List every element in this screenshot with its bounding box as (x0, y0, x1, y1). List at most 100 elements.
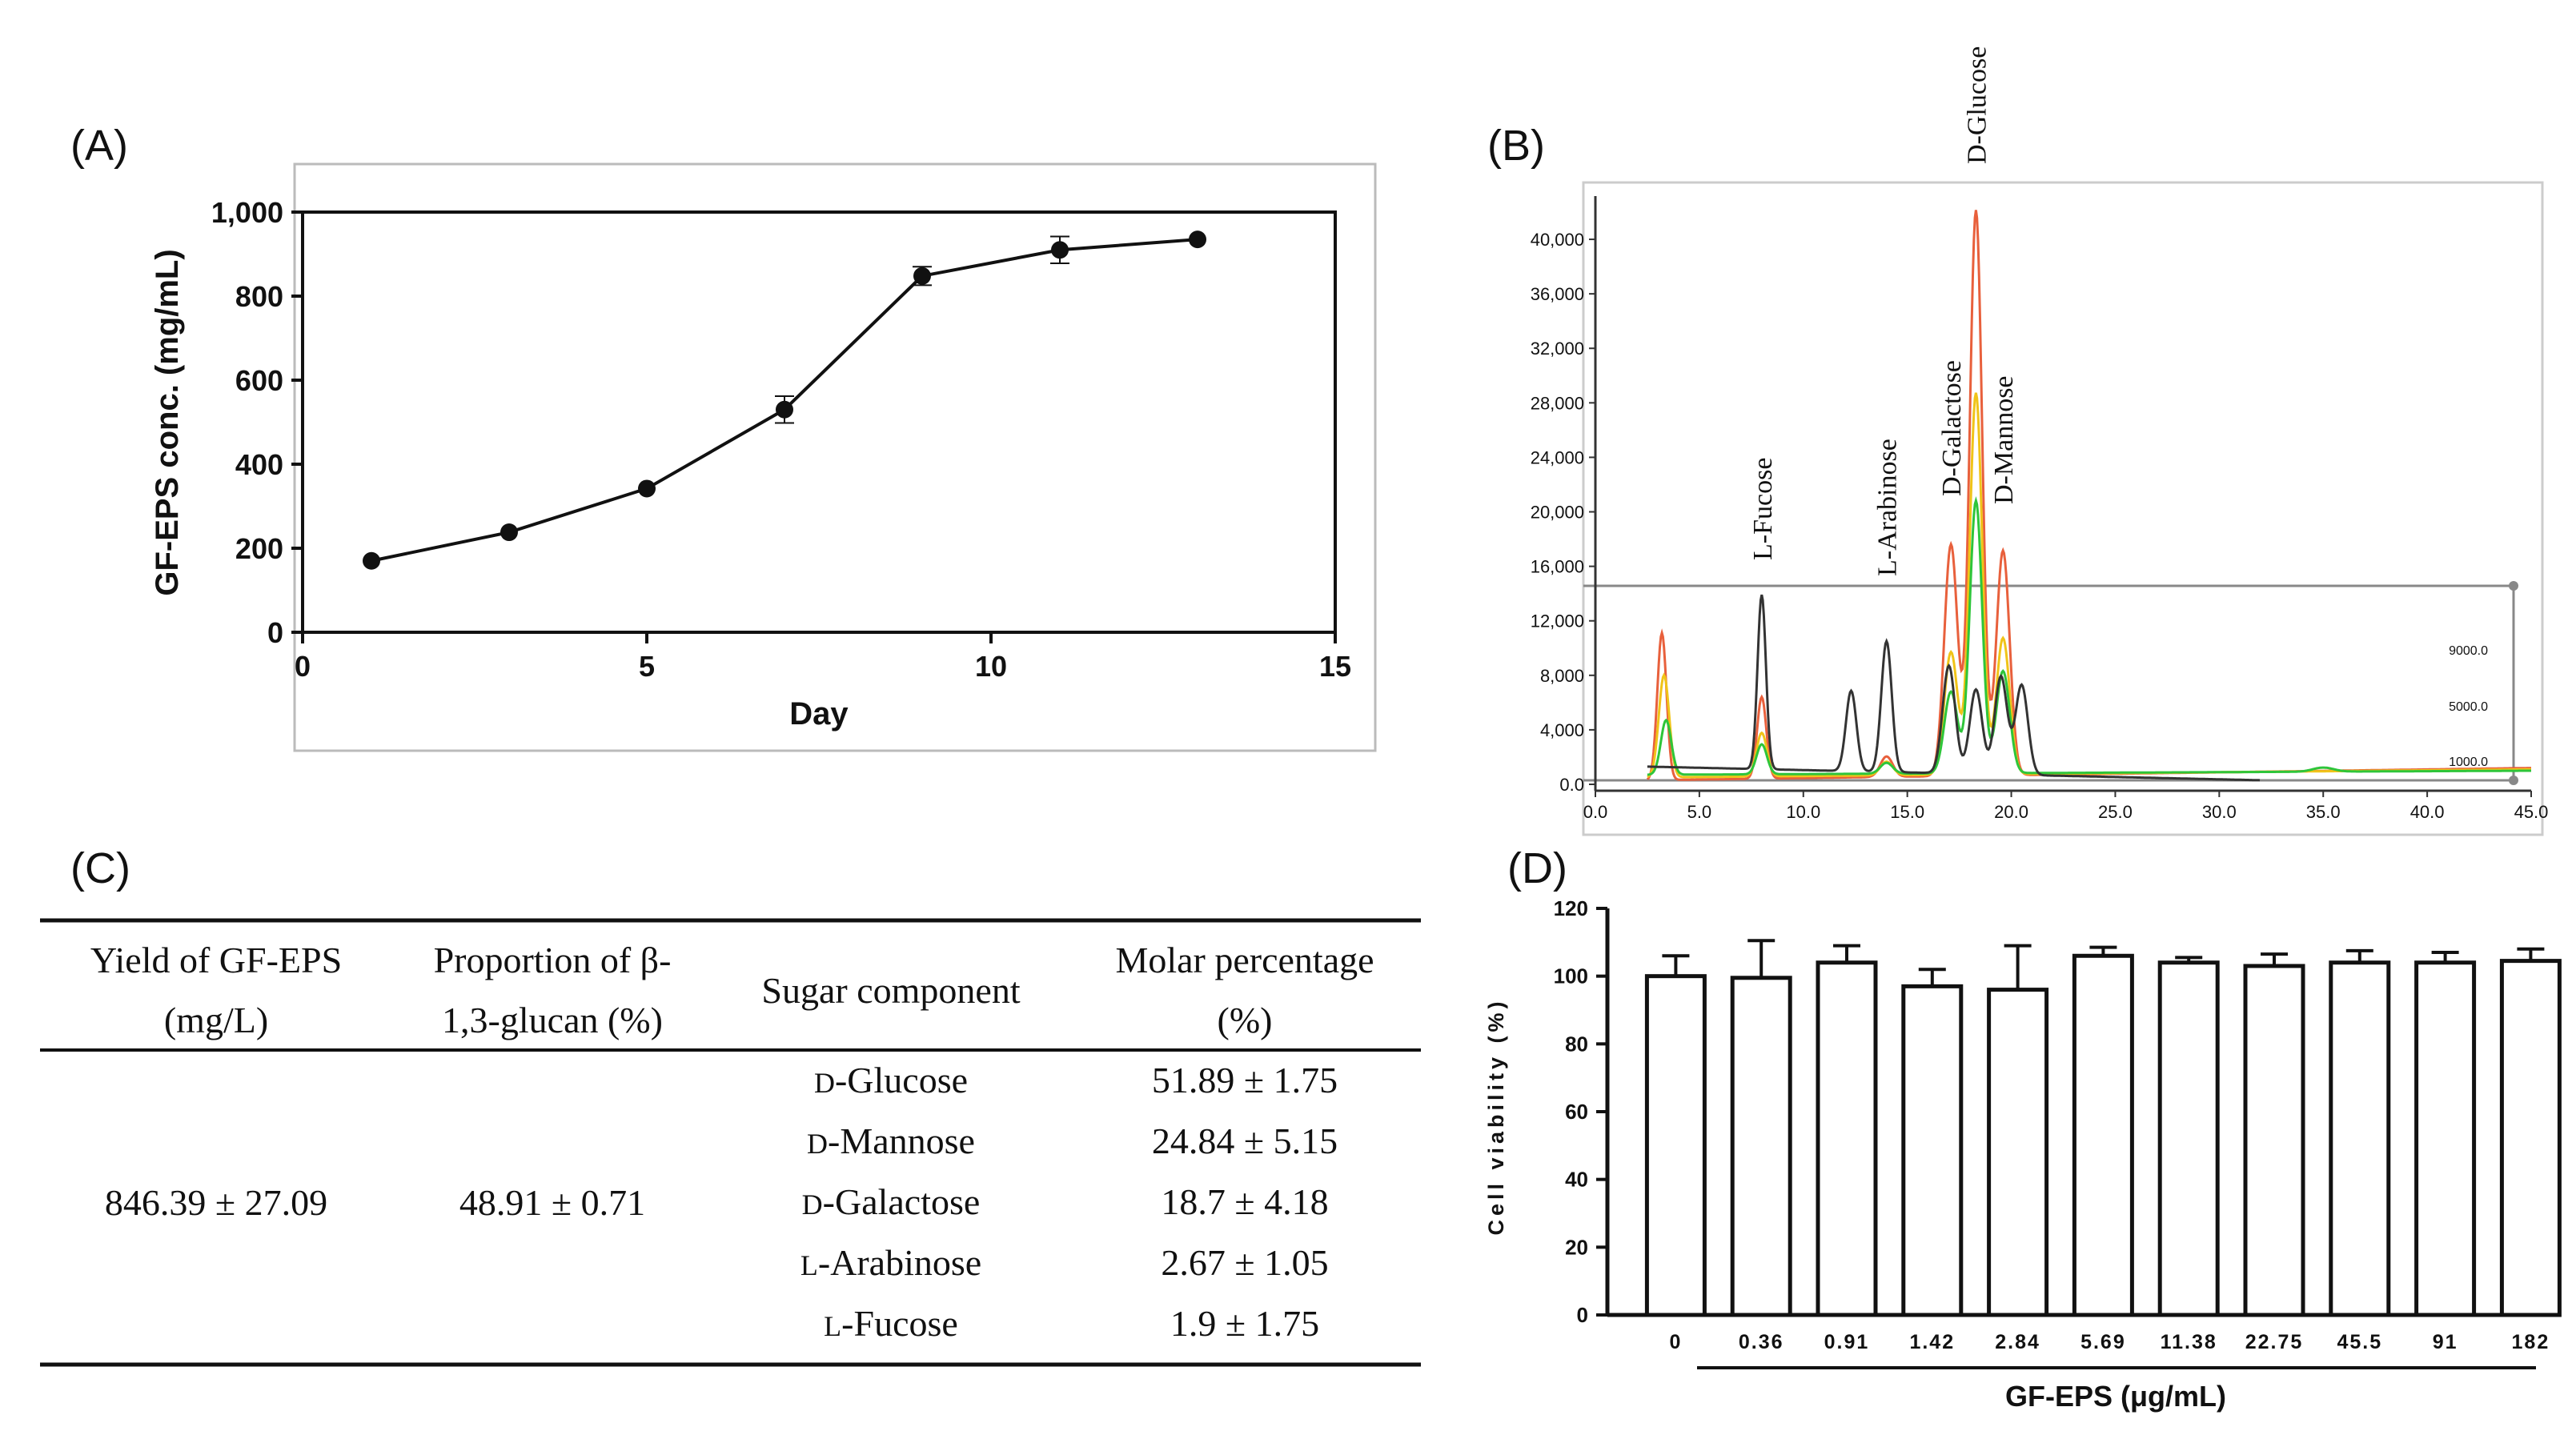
yield-value: 846.39 ± 27.09 (105, 1182, 327, 1223)
chart-a-ytick-label: 200 (235, 532, 283, 565)
chart-a-point (1051, 241, 1069, 259)
chart-b-xtick-label: 15.0 (1890, 802, 1924, 822)
chart-b-ytick-label: 32,000 (1531, 339, 1584, 359)
molar-percentage-value: 51.89 ± 1.75 (1152, 1060, 1338, 1100)
molar-percentage-value: 18.7 ± 4.18 (1161, 1181, 1328, 1222)
sugar-name: D-Galactose (802, 1181, 981, 1222)
overlay-scale-label: 5000.0 (2449, 700, 2488, 714)
proportion-value: 48.91 ± 0.71 (459, 1182, 645, 1223)
molar-percentage-value: 1.9 ± 1.75 (1170, 1303, 1319, 1344)
header-sugar-component: Sugar component (761, 970, 1020, 1011)
chart-d-xlabel: GF-EPS (μg/mL) (2005, 1380, 2226, 1413)
chart-b-ytick-label: 36,000 (1531, 284, 1584, 304)
chart-a-ytick-label: 800 (235, 280, 283, 313)
chart-a-point (1189, 230, 1206, 249)
chart-b-xtick-label: 45.0 (2514, 802, 2549, 822)
chart-a-xtick-label: 10 (975, 650, 1007, 683)
chart-d-ytick-label: 20 (1565, 1235, 1588, 1259)
sugar-name: D-Glucose (814, 1060, 968, 1100)
chart-d-ytick-label: 100 (1554, 964, 1588, 988)
chart-b-ytick-label: 8,000 (1540, 666, 1584, 686)
chart-d-xtick-label: 22.75 (2245, 1331, 2304, 1353)
sugar-name: L-Fucose (824, 1303, 958, 1344)
chart-a-xtick-label: 0 (295, 650, 311, 683)
chart-b: 0.0 4,000 8,000 12,000 16,000 20,000 24,000 28,… (1531, 46, 2549, 836)
chart-d-xtick-label: 2.84 (1995, 1331, 2040, 1353)
header-proportion-line2: 1,3-glucan (%) (442, 1000, 663, 1040)
chart-d-bar (1644, 974, 1707, 1317)
peak-label: L-Fucose (1748, 458, 1778, 560)
peak-label: L-Arabinose (1873, 439, 1903, 576)
sugar-name: D-Mannose (807, 1120, 975, 1161)
panel-label-d: (D) (1507, 844, 1567, 892)
chart-d-xtick-label: 0.36 (1739, 1331, 1784, 1353)
chart-a-ylabel: GF-EPS conc. (mg/mL) (150, 249, 185, 595)
chart-b-ytick-label: 16,000 (1531, 557, 1584, 577)
chart-b-frame (1582, 181, 2544, 836)
chart-a: 0 200 400 600 800 1,000 0 5 10 15 Day GF-EPS conc… (150, 162, 1377, 752)
panel-label-b: (B) (1487, 122, 1545, 170)
chart-d-bar (2329, 960, 2391, 1317)
chart-d-bar (2414, 960, 2477, 1317)
chart-d-bar (2499, 959, 2562, 1317)
chart-b-ytick-label: 12,000 (1531, 611, 1584, 631)
chart-d-xtick-label: 182 (2512, 1331, 2550, 1353)
molar-percentage-value: 24.84 ± 5.15 (1152, 1120, 1338, 1161)
chart-d: 0 20 40 60 80 100 120 0 0.36 0.91 1.42 2.84 5.69 11.… (1484, 896, 2562, 1413)
chart-d-bar (1816, 960, 1878, 1317)
header-proportion-line1: Proportion of β- (434, 940, 672, 980)
chart-d-bar (1987, 988, 2049, 1317)
chart-d-bar (2072, 953, 2134, 1317)
chart-a-frame (293, 162, 1377, 752)
chart-d-ylabel: Cell viability (%) (1484, 997, 1508, 1235)
header-yield-line1: Yield of GF-EPS (90, 940, 342, 980)
chromatogram-red (1646, 210, 2531, 781)
chart-a-point (776, 400, 793, 419)
overlay-scale-label: 9000.0 (2449, 644, 2488, 658)
chart-d-xtick-label: 0 (1669, 1331, 1682, 1353)
chart-d-xtick-label: 0.91 (1824, 1331, 1870, 1353)
chart-a-point (363, 551, 380, 570)
chart-b-overlay-handle-bottom (2509, 776, 2518, 785)
chart-d-bar (2243, 964, 2305, 1317)
chart-d-ytick-label: 60 (1565, 1100, 1588, 1124)
chart-d-ytick-label: 120 (1554, 896, 1588, 920)
chart-d-xtick-label: 91 (2433, 1331, 2458, 1353)
chart-b-xtick-label: 30.0 (2202, 802, 2237, 822)
chart-a-point (500, 523, 518, 542)
chart-b-xtick-label: 5.0 (1687, 802, 1712, 822)
peak-label: D-Mannose (1989, 375, 2019, 504)
header-molar-line1: Molar percentage (1115, 940, 1374, 980)
chart-d-xtick-label: 5.69 (2080, 1331, 2126, 1353)
chart-a-point (638, 479, 656, 498)
chart-a-xtick-label: 15 (1319, 650, 1351, 683)
chart-d-bar (2157, 960, 2220, 1317)
chart-d-ytick-label: 40 (1565, 1168, 1588, 1192)
overlay-scale-label: 1000.0 (2449, 756, 2488, 769)
chart-a-ytick-label: 600 (235, 364, 283, 397)
chart-a-ytick-label: 0 (267, 616, 283, 649)
molar-percentage-value: 2.67 ± 1.05 (1161, 1242, 1328, 1283)
chart-a-point (913, 267, 931, 285)
peak-label: D-Galactose (1937, 360, 1967, 496)
chart-b-xtick-label: 35.0 (2306, 802, 2341, 822)
chart-b-xtick-label: 0.0 (1583, 802, 1608, 822)
chart-d-ytick-label: 0 (1577, 1303, 1588, 1327)
chart-d-xtick-label: 45.5 (2337, 1331, 2382, 1353)
sugar-name: L-Arabinose (800, 1242, 981, 1283)
chart-a-xlabel: Day (789, 696, 849, 732)
chart-d-bar (1901, 984, 1964, 1317)
chart-b-ytick-label: 40,000 (1531, 230, 1584, 250)
header-molar-line2: (%) (1218, 1000, 1273, 1040)
panel-label-a: (A) (70, 122, 128, 170)
chart-d-bar (1730, 976, 1792, 1317)
composition-table: Yield of GF-EPS (mg/L) Proportion of β- … (40, 918, 1421, 1367)
chart-b-ytick-label: 4,000 (1540, 720, 1584, 740)
chart-b-ytick-label: 28,000 (1531, 393, 1584, 413)
chart-a-ytick-label: 400 (235, 448, 283, 481)
chart-b-xtick-label: 10.0 (1786, 802, 1820, 822)
chart-d-xtick-label: 1.42 (1909, 1331, 1955, 1353)
chart-d-xtick-label: 11.38 (2161, 1331, 2217, 1353)
chart-b-xtick-label: 40.0 (2410, 802, 2445, 822)
